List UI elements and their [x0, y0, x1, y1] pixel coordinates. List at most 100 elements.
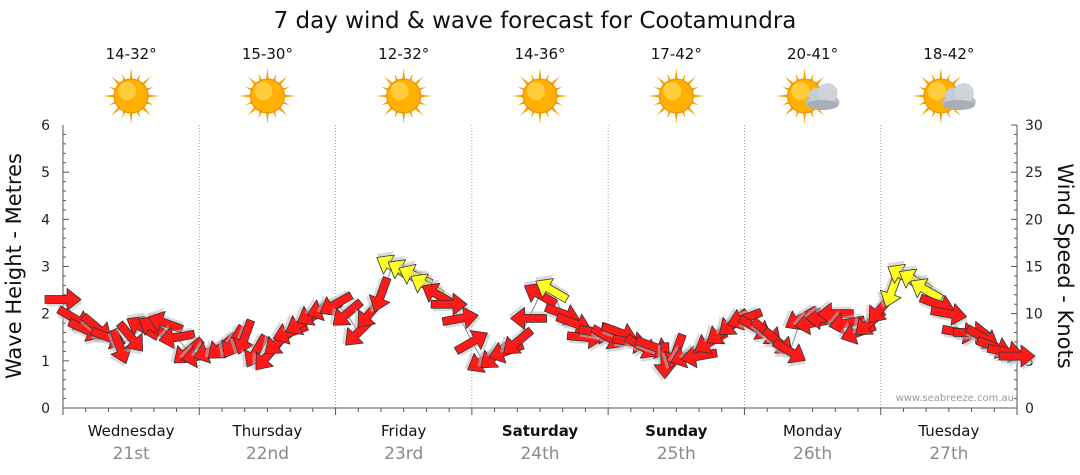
credit-text: www.seabreeze.com.au	[896, 393, 1014, 404]
wind-arrow-body	[930, 303, 968, 326]
sun-highlight	[527, 82, 545, 100]
day-date: 26th	[793, 444, 832, 464]
temp-label: 20-41°	[787, 45, 838, 63]
right-tick-label: 15	[1025, 260, 1043, 276]
left-tick-label: 5	[41, 165, 50, 181]
wind-arrow	[998, 344, 1037, 371]
cloud-shape	[805, 83, 840, 110]
left-tick-label: 2	[41, 307, 50, 323]
left-tick-label: 4	[41, 212, 50, 228]
wind-arrow	[441, 306, 481, 332]
temp-label: 17-42°	[651, 45, 702, 63]
day-date: 22nd	[246, 444, 289, 464]
day-name: Monday	[783, 422, 842, 440]
day-date: 21st	[113, 444, 150, 464]
sun-icon	[648, 68, 705, 124]
grid	[62, 125, 1018, 415]
wind-arrow-body	[998, 344, 1036, 368]
right-tick-label: 25	[1025, 165, 1043, 181]
day-name: Sunday	[645, 422, 708, 440]
wind-arrow-body	[147, 310, 184, 334]
sun-icon	[103, 68, 160, 124]
sun-icon	[512, 68, 568, 124]
wind-arrow-body	[158, 326, 196, 350]
wind-arrow	[876, 271, 903, 308]
wind-arrow-body	[535, 278, 570, 303]
day-name: Tuesday	[917, 422, 979, 440]
day-date: 27th	[929, 444, 968, 464]
left-tick-label: 1	[41, 354, 50, 370]
wind-arrow-body	[441, 306, 479, 329]
wind-arrow-body	[109, 328, 132, 365]
wind-arrow	[500, 326, 535, 354]
day-labels: Wednesday 21st Thursday 22nd Friday 23rd Satur…	[88, 422, 980, 464]
wind-arrow-body	[910, 278, 945, 303]
sun-highlight	[390, 82, 409, 100]
wind-arrow	[930, 303, 969, 329]
right-axis-title: Wind Speed - Knots	[1053, 163, 1077, 368]
wind-arrow	[771, 338, 806, 367]
wind-arrow-body	[332, 298, 364, 326]
right-axis: 051015202530	[1011, 118, 1043, 417]
right-tick-label: 10	[1025, 307, 1043, 323]
day-date: 25th	[657, 444, 696, 464]
left-axis-title: Wave Height - Metres	[2, 153, 26, 379]
sun-highlight	[927, 82, 946, 100]
wind-arrow	[115, 320, 144, 355]
day-name: Saturday	[502, 422, 579, 440]
right-tick-label: 30	[1025, 118, 1043, 134]
sun-highlight	[663, 82, 682, 100]
temp-label: 12-32°	[378, 45, 429, 63]
partly-cloudy-icon	[912, 68, 976, 124]
temp-label: 14-36°	[514, 45, 565, 63]
day-date: 24th	[520, 444, 559, 464]
sun-icon	[239, 68, 296, 124]
wind-arrow-body	[524, 282, 558, 308]
wind-arrow	[453, 330, 491, 357]
cloud-shadow	[942, 100, 975, 110]
temperature-row: 14-32° 15-30° 12-32° 14-36° 17-42° 20-41° 18-4…	[103, 45, 976, 124]
right-tick-label: 20	[1025, 212, 1043, 228]
day-name: Friday	[381, 422, 427, 440]
cloud-puff	[953, 83, 974, 103]
cloud-shadow	[806, 100, 839, 110]
wind-arrow	[430, 292, 470, 319]
wind-arrow	[107, 328, 132, 367]
day-date: 23rd	[384, 444, 423, 464]
wind-arrow-body	[503, 326, 535, 354]
wind-arrow	[508, 304, 547, 330]
left-tick-label: 3	[41, 260, 50, 276]
wind-arrow-body	[510, 306, 547, 330]
wind-arrow	[44, 288, 83, 314]
wind-arrow-body	[44, 288, 82, 311]
partly-cloudy-icon	[776, 68, 840, 124]
wind-arrow	[329, 298, 364, 326]
wind-arrow-body	[453, 330, 488, 355]
temp-label: 15-30°	[242, 45, 293, 63]
left-axis: 0 1 2 3 4 5 6	[41, 118, 69, 417]
wind-arrow	[156, 324, 196, 350]
wind-arrow	[229, 318, 256, 356]
wind-arrow	[535, 274, 570, 303]
sun-highlight	[791, 82, 810, 100]
temp-label: 14-32°	[106, 45, 157, 63]
cloud-puff	[817, 83, 838, 103]
wind-arrow	[365, 276, 392, 313]
wind-arrow-body	[771, 338, 806, 364]
sun-icon	[375, 68, 432, 124]
wind-arrow-body	[430, 292, 468, 316]
sun-highlight	[118, 82, 137, 100]
left-tick-label: 6	[41, 118, 50, 134]
right-tick-label: 0	[1025, 401, 1034, 417]
sun-highlight	[254, 82, 273, 100]
temp-label: 18-42°	[923, 45, 974, 63]
wind-arrow-body	[116, 320, 144, 352]
wind-arrow	[147, 307, 184, 334]
day-name: Thursday	[232, 422, 303, 440]
left-tick-label: 0	[41, 401, 50, 417]
wind-arrow-body	[368, 276, 392, 313]
wind-series	[44, 251, 1037, 381]
wind-arrow	[910, 274, 945, 303]
chart-title: 7 day wind & wave forecast for Cootamund…	[274, 8, 797, 34]
